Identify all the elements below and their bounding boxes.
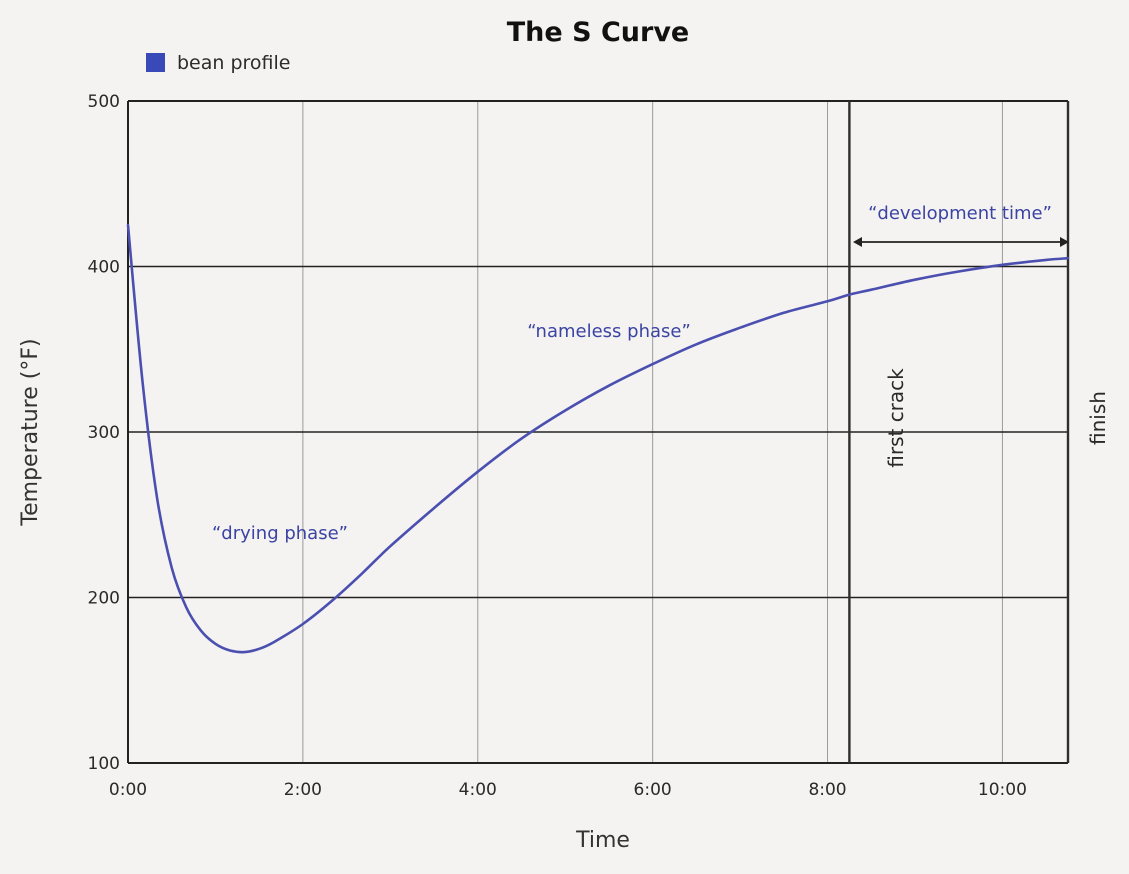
y-tick-label: 500 <box>88 92 120 112</box>
x-axis-title: Time <box>575 828 630 853</box>
series-line-bean-profile <box>126 223 1070 654</box>
drying-phase-label: “drying phase” <box>212 523 348 544</box>
chart-title: The S Curve <box>507 17 689 48</box>
first-crack-label: first crack <box>884 368 908 468</box>
grid-lines <box>128 101 1068 763</box>
x-tick-label: 6:00 <box>634 780 672 800</box>
x-tick-label: 8:00 <box>808 780 846 800</box>
y-tick-labels: 100 200 300 400 500 <box>88 92 120 774</box>
x-tick-labels: 0:00 2:00 4:00 6:00 8:00 10:00 <box>109 780 1027 800</box>
y-axis-title: Temperature (°F) <box>18 338 43 526</box>
legend-label: bean profile <box>177 52 291 74</box>
x-tick-label: 4:00 <box>459 780 497 800</box>
series-layer <box>126 223 1070 654</box>
finish-label: finish <box>1086 391 1110 445</box>
development-time-label: “development time” <box>868 203 1052 224</box>
legend: bean profile <box>146 52 291 74</box>
x-tick-label: 0:00 <box>109 780 147 800</box>
phase-markers <box>848 101 1070 763</box>
y-tick-label: 200 <box>88 589 120 609</box>
y-tick-label: 100 <box>88 754 120 774</box>
development-time-arrow <box>853 237 1069 247</box>
legend-swatch <box>146 53 165 72</box>
y-tick-label: 300 <box>88 423 120 443</box>
plot-frame <box>127 100 1068 764</box>
y-tick-label: 400 <box>88 258 120 278</box>
x-tick-label: 10:00 <box>978 780 1027 800</box>
x-tick-label: 2:00 <box>284 780 322 800</box>
nameless-phase-label: “nameless phase” <box>527 321 691 342</box>
